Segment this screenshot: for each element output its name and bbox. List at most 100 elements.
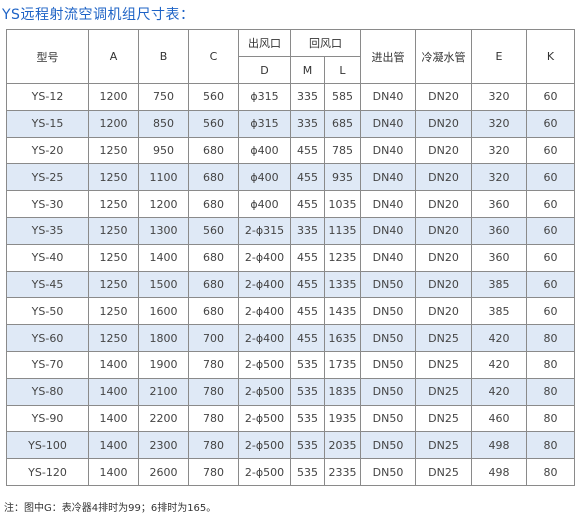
- cell-condensate-pipe: DN20: [415, 216, 472, 245]
- header-return: 回风口: [290, 29, 361, 57]
- table-row: YS-60 1250 1800 700 2-ϕ400 455 1635 DN50 DN25 420…: [6, 324, 575, 352]
- cell-b: 1800: [138, 324, 189, 352]
- cell-l: 785: [324, 136, 361, 165]
- cell-b: 850: [138, 109, 189, 138]
- header-l: L: [324, 56, 361, 84]
- cell-c: 780: [188, 404, 239, 433]
- header-c: C: [188, 29, 239, 84]
- cell-b: 1900: [138, 350, 189, 379]
- cell-d: 2-ϕ400: [238, 270, 291, 299]
- cell-k: 60: [526, 83, 575, 111]
- cell-k: 80: [526, 431, 575, 460]
- cell-e: 498: [471, 431, 527, 460]
- cell-m: 455: [290, 190, 325, 218]
- footnote: 注：图中G：表冷器4排时为99；6排时为165。: [4, 503, 217, 514]
- cell-c: 780: [188, 350, 239, 379]
- cell-model: YS-15: [6, 109, 89, 138]
- cell-c: 680: [188, 270, 239, 299]
- cell-b: 1100: [138, 163, 189, 192]
- cell-inlet-pipe: DN50: [360, 350, 416, 379]
- cell-c: 560: [188, 216, 239, 245]
- cell-b: 1400: [138, 243, 189, 272]
- cell-condensate-pipe: DN25: [415, 458, 472, 486]
- cell-c: 780: [188, 431, 239, 460]
- cell-model: YS-20: [6, 136, 89, 165]
- cell-model: YS-70: [6, 350, 89, 379]
- cell-condensate-pipe: DN25: [415, 431, 472, 460]
- header-condensate-pipe: 冷凝水管: [415, 29, 472, 84]
- cell-l: 1135: [324, 216, 361, 245]
- cell-m: 535: [290, 377, 325, 406]
- cell-condensate-pipe: DN25: [415, 404, 472, 433]
- header-b: B: [138, 29, 189, 84]
- cell-k: 60: [526, 270, 575, 299]
- cell-e: 460: [471, 404, 527, 433]
- cell-m: 455: [290, 136, 325, 165]
- cell-a: 1250: [88, 136, 139, 165]
- cell-d: 2-ϕ500: [238, 350, 291, 379]
- cell-m: 335: [290, 83, 325, 111]
- table-row: YS-35 1250 1300 560 2-ϕ315 335 1135 DN40 DN20 360…: [6, 216, 575, 245]
- cell-e: 360: [471, 190, 527, 218]
- cell-d: 2-ϕ400: [238, 297, 291, 326]
- cell-inlet-pipe: DN50: [360, 404, 416, 433]
- header-m: M: [290, 56, 325, 84]
- cell-condensate-pipe: DN20: [415, 136, 472, 165]
- cell-l: 1935: [324, 404, 361, 433]
- cell-m: 535: [290, 458, 325, 486]
- cell-a: 1200: [88, 109, 139, 138]
- cell-k: 80: [526, 350, 575, 379]
- cell-l: 2035: [324, 431, 361, 460]
- cell-l: 1735: [324, 350, 361, 379]
- cell-c: 560: [188, 83, 239, 111]
- cell-d: 2-ϕ500: [238, 458, 291, 486]
- cell-condensate-pipe: DN20: [415, 83, 472, 111]
- cell-b: 1600: [138, 297, 189, 326]
- cell-a: 1250: [88, 243, 139, 272]
- cell-l: 935: [324, 163, 361, 192]
- header-inlet-pipe: 进出管: [360, 29, 416, 84]
- cell-e: 320: [471, 163, 527, 192]
- cell-d: ϕ315: [238, 109, 291, 138]
- cell-b: 750: [138, 83, 189, 111]
- cell-k: 80: [526, 404, 575, 433]
- cell-k: 80: [526, 377, 575, 406]
- header-d: D: [238, 56, 291, 84]
- cell-d: 2-ϕ500: [238, 431, 291, 460]
- table-row: YS-70 1400 1900 780 2-ϕ500 535 1735 DN50 DN25 420…: [6, 350, 575, 379]
- cell-a: 1400: [88, 458, 139, 486]
- cell-l: 585: [324, 83, 361, 111]
- cell-c: 680: [188, 243, 239, 272]
- cell-d: 2-ϕ315: [238, 216, 291, 245]
- cell-d: ϕ315: [238, 83, 291, 111]
- cell-k: 60: [526, 109, 575, 138]
- cell-e: 420: [471, 377, 527, 406]
- cell-c: 780: [188, 377, 239, 406]
- cell-l: 1835: [324, 377, 361, 406]
- cell-k: 60: [526, 163, 575, 192]
- cell-model: YS-35: [6, 216, 89, 245]
- cell-e: 320: [471, 109, 527, 138]
- cell-model: YS-12: [6, 83, 89, 111]
- cell-k: 60: [526, 243, 575, 272]
- cell-e: 360: [471, 216, 527, 245]
- cell-c: 780: [188, 458, 239, 486]
- cell-d: 2-ϕ500: [238, 404, 291, 433]
- cell-c: 700: [188, 324, 239, 352]
- cell-model: YS-30: [6, 190, 89, 218]
- cell-e: 320: [471, 83, 527, 111]
- cell-a: 1400: [88, 404, 139, 433]
- table-row: YS-50 1250 1600 680 2-ϕ400 455 1435 DN50 DN20 385…: [6, 297, 575, 326]
- cell-c: 680: [188, 297, 239, 326]
- table-row: YS-100 1400 2300 780 2-ϕ500 535 2035 DN50 DN25 49…: [6, 431, 575, 460]
- table-row: YS-80 1400 2100 780 2-ϕ500 535 1835 DN50 DN25 420…: [6, 377, 575, 406]
- cell-b: 2200: [138, 404, 189, 433]
- cell-k: 60: [526, 190, 575, 218]
- cell-condensate-pipe: DN25: [415, 377, 472, 406]
- cell-l: 1435: [324, 297, 361, 326]
- table-body: YS-12 1200 750 560 ϕ315 335 585 DN40 DN20 320 60 YS…: [6, 83, 575, 486]
- cell-model: YS-60: [6, 324, 89, 352]
- cell-inlet-pipe: DN40: [360, 243, 416, 272]
- cell-k: 80: [526, 458, 575, 486]
- cell-m: 535: [290, 404, 325, 433]
